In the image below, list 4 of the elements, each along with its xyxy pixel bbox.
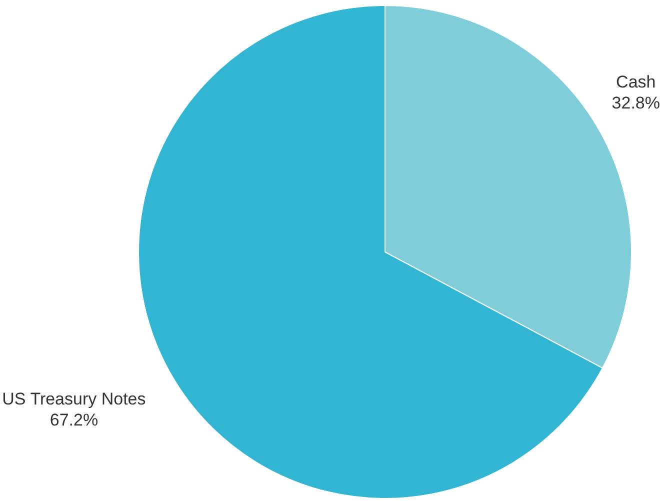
data-label: 67.2% xyxy=(50,410,98,430)
slice-label: US Treasury Notes xyxy=(2,390,146,409)
slice-label: Cash xyxy=(616,72,656,92)
data-label: 32.8% xyxy=(612,94,660,113)
